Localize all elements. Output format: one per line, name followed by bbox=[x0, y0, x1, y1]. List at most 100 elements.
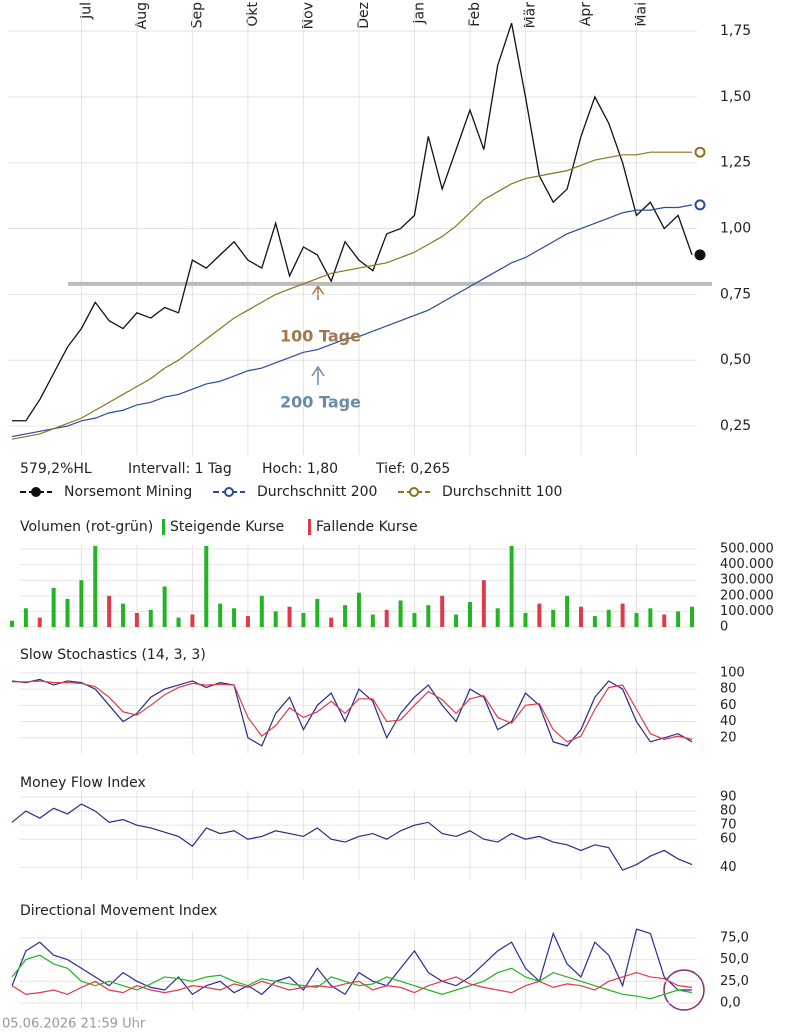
y-tick-label: 0,25 bbox=[720, 418, 751, 434]
panel-title: Money Flow Index bbox=[20, 775, 146, 791]
volume-bar bbox=[634, 612, 639, 627]
volume-bar bbox=[287, 606, 292, 627]
volume-bar bbox=[384, 609, 389, 627]
volume-bar bbox=[134, 612, 139, 627]
volume-bar bbox=[51, 588, 56, 627]
volume-bar bbox=[565, 595, 570, 627]
volume-bar bbox=[398, 600, 403, 627]
y-tick-label: 500.000 bbox=[720, 542, 774, 557]
volume-bar bbox=[329, 617, 334, 627]
series-line bbox=[11, 204, 693, 438]
legend-marker bbox=[224, 487, 234, 497]
volume-bar bbox=[190, 614, 195, 627]
y-tick-label: 80 bbox=[720, 682, 737, 697]
volume-bar bbox=[440, 595, 445, 627]
series-end-marker bbox=[694, 146, 706, 158]
y-tick-label: 0,75 bbox=[720, 286, 751, 302]
y-tick-label: 40 bbox=[720, 860, 737, 875]
y-tick-label: 0,0 bbox=[720, 996, 741, 1011]
stat-text: 579,2%HL bbox=[20, 461, 92, 477]
y-tick-label: 200.000 bbox=[720, 588, 774, 603]
annotation-arrow bbox=[311, 284, 325, 300]
x-tick-label: Jan bbox=[411, 2, 427, 25]
y-tick-label: 1,75 bbox=[720, 23, 751, 39]
stat-text: Intervall: 1 Tag bbox=[128, 461, 232, 477]
volume-bar bbox=[551, 609, 556, 627]
x-tick-label: Feb bbox=[467, 2, 483, 27]
volume-bar bbox=[273, 611, 278, 627]
y-tick-label: 100.000 bbox=[720, 604, 774, 619]
y-tick-label: 75,0 bbox=[720, 930, 749, 945]
volume-bar bbox=[495, 608, 500, 627]
x-tick-label: Jul bbox=[78, 2, 94, 20]
legend-swatch bbox=[162, 519, 165, 535]
volume-bar bbox=[454, 614, 459, 627]
panel-title: Volumen (rot-grün) bbox=[20, 519, 153, 535]
volume-bar bbox=[537, 603, 542, 627]
volume-bar bbox=[370, 614, 375, 627]
volume-bar bbox=[245, 616, 250, 627]
series-line bbox=[11, 151, 692, 440]
y-tick-label: 50,0 bbox=[720, 952, 749, 967]
legend-label: Norsemont Mining bbox=[64, 484, 192, 500]
y-tick-label: 25,0 bbox=[720, 974, 749, 989]
panel-title: Directional Movement Index bbox=[20, 903, 217, 919]
volume-bar bbox=[606, 609, 611, 627]
volume-bar bbox=[481, 580, 486, 627]
y-tick-label: 1,50 bbox=[720, 89, 751, 105]
volume-bar bbox=[10, 620, 14, 627]
volume-bar bbox=[301, 612, 306, 627]
volume-bar bbox=[37, 617, 42, 627]
x-tick-label: Mär bbox=[522, 2, 538, 29]
volume-bar bbox=[162, 586, 167, 627]
volume-bar bbox=[204, 545, 209, 627]
x-tick-label: Aug bbox=[134, 2, 150, 29]
y-tick-label: 100 bbox=[720, 665, 745, 680]
y-tick-label: 1,00 bbox=[720, 221, 751, 237]
y-tick-label: 400.000 bbox=[720, 557, 774, 572]
legend-swatch bbox=[308, 519, 311, 535]
volume-bar bbox=[648, 608, 653, 627]
series-end-marker bbox=[694, 199, 706, 211]
volume-bar bbox=[65, 598, 70, 627]
x-tick-label: Okt bbox=[245, 1, 261, 26]
timestamp: 05.06.2026 21:59 Uhr bbox=[2, 1017, 146, 1032]
panel-title: Slow Stochastics (14, 3, 3) bbox=[20, 647, 206, 663]
x-tick-label: Mai bbox=[633, 2, 649, 27]
legend-label: Steigende Kurse bbox=[170, 519, 284, 535]
annotation: 200 Tage bbox=[280, 393, 361, 412]
volume-bar bbox=[93, 545, 98, 627]
volume-bar bbox=[148, 609, 153, 627]
volume-bar bbox=[676, 611, 681, 627]
series-line bbox=[11, 803, 693, 871]
x-tick-label: Sep bbox=[189, 2, 205, 29]
highlight-circle bbox=[663, 969, 705, 1011]
volume-bar bbox=[315, 598, 320, 627]
x-tick-label: Dez bbox=[356, 2, 372, 29]
y-tick-label: 70 bbox=[720, 818, 737, 833]
y-tick-label: 0 bbox=[720, 620, 728, 635]
y-tick-label: 60 bbox=[720, 832, 737, 847]
y-tick-label: 90 bbox=[720, 790, 737, 805]
volume-bar bbox=[662, 614, 667, 627]
series-end-marker bbox=[694, 249, 706, 261]
stat-text: Hoch: 1,80 bbox=[262, 461, 338, 477]
y-tick-label: 40 bbox=[720, 714, 737, 729]
y-tick-label: 80 bbox=[720, 804, 737, 819]
annotation: 100 Tage bbox=[280, 327, 361, 346]
volume-bar bbox=[176, 617, 181, 627]
series-line bbox=[12, 680, 693, 743]
y-tick-label: 0,50 bbox=[720, 352, 751, 368]
volume-bar bbox=[218, 603, 223, 627]
y-tick-label: 300.000 bbox=[720, 573, 774, 588]
volume-bar bbox=[509, 545, 514, 627]
volume-bar bbox=[107, 595, 112, 627]
volume-bar bbox=[412, 612, 417, 627]
volume-bar bbox=[620, 603, 625, 627]
y-tick-label: 1,25 bbox=[720, 155, 751, 171]
legend-label: Fallende Kurse bbox=[316, 519, 418, 535]
volume-bar bbox=[343, 605, 348, 627]
legend-marker bbox=[409, 487, 419, 497]
volume-bar bbox=[356, 592, 361, 627]
